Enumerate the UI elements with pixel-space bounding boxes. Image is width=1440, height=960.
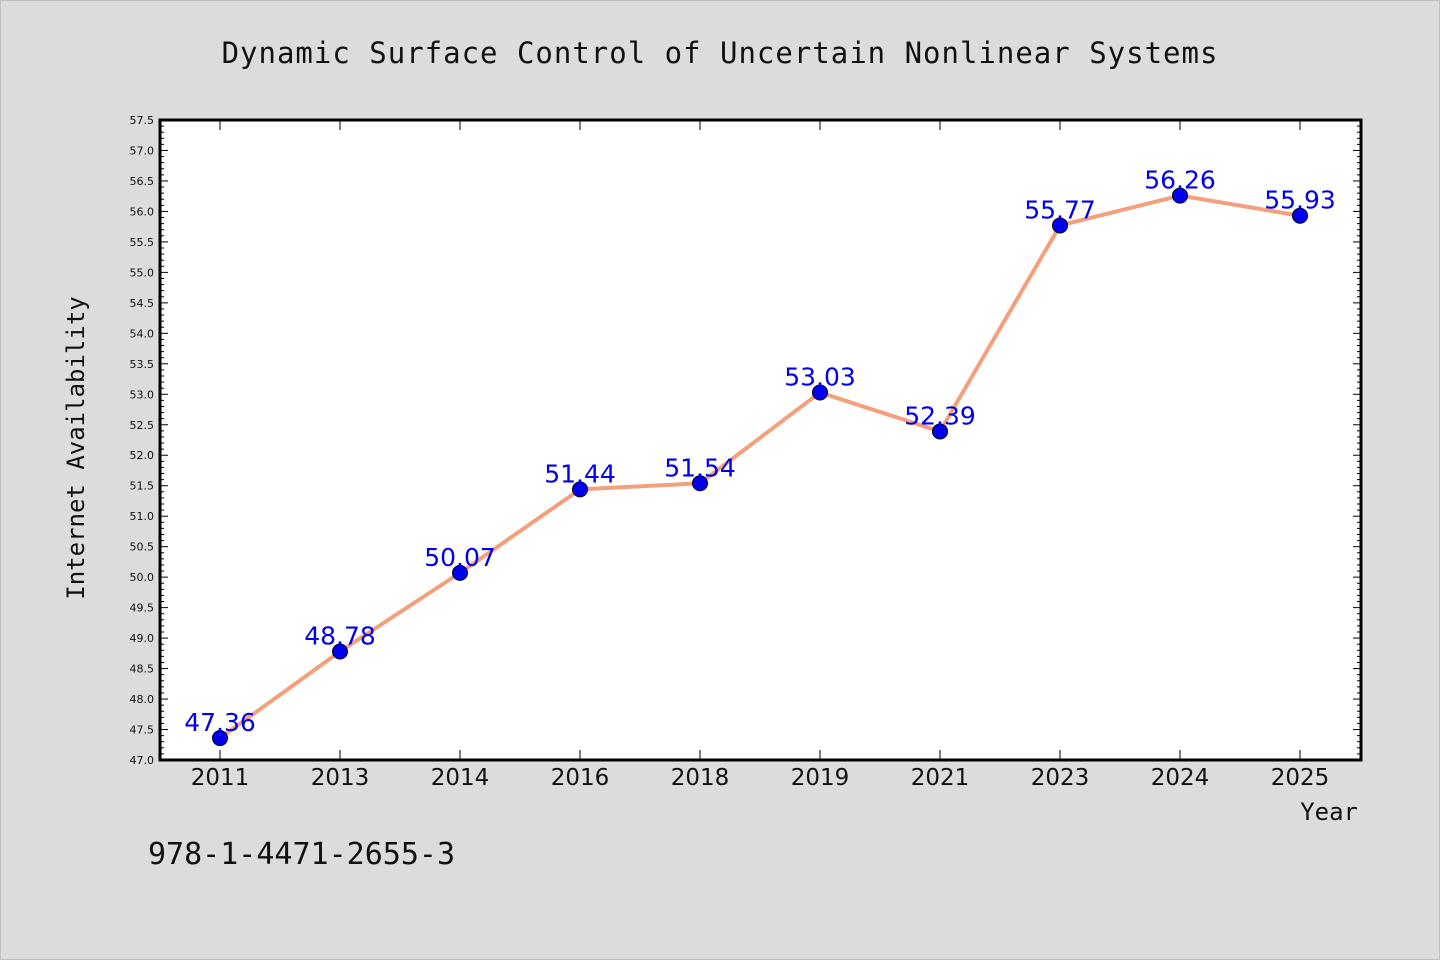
y-tick-label: 56.0 xyxy=(130,205,155,218)
data-label: 52.39 xyxy=(904,401,976,430)
data-point xyxy=(1292,207,1308,224)
data-point xyxy=(692,475,708,492)
y-tick-label: 52.5 xyxy=(130,419,155,432)
y-tick-label: 50.0 xyxy=(130,571,155,584)
series-line xyxy=(218,193,1302,741)
x-tick-label: 2021 xyxy=(911,765,970,791)
y-tick-label: 57.0 xyxy=(130,144,155,157)
y-axis-label: Internet Availability xyxy=(62,296,90,599)
data-point xyxy=(1172,187,1188,204)
y-tick-label: 48.0 xyxy=(130,693,155,706)
y-tick-label: 52.0 xyxy=(130,449,155,462)
y-tick-label: 50.5 xyxy=(130,541,155,554)
y-tick-label: 56.5 xyxy=(130,175,155,188)
data-label: 48.78 xyxy=(304,622,376,651)
x-tick-label: 2019 xyxy=(791,765,850,791)
y-tick-label: 53.5 xyxy=(130,358,155,371)
y-tick-label: 47.0 xyxy=(130,754,155,767)
y-tick-label: 47.5 xyxy=(130,724,155,737)
data-point xyxy=(812,384,828,401)
y-tick-label: 55.5 xyxy=(130,236,155,249)
y-tick-label: 48.5 xyxy=(130,663,155,676)
data-label: 53.03 xyxy=(784,362,856,391)
data-label: 55.77 xyxy=(1024,195,1096,224)
data-point xyxy=(1052,217,1068,234)
data-labels: 47.36 48.78 50.07 51.44 51.54 53.03 52.39 55.77… xyxy=(184,166,1336,737)
y-tick-label: 51.5 xyxy=(130,480,155,493)
data-point xyxy=(332,643,348,660)
data-label: 51.44 xyxy=(544,459,616,488)
x-tick-label: 2025 xyxy=(1271,765,1330,791)
chart-title: Dynamic Surface Control of Uncertain Non… xyxy=(222,36,1219,70)
y-tick-label: 49.5 xyxy=(130,602,155,615)
x-tick-label: 2014 xyxy=(431,765,490,791)
plot-frame xyxy=(158,118,1363,762)
x-tick-label: 2023 xyxy=(1031,765,1090,791)
y-tick-label: 54.0 xyxy=(130,327,155,340)
x-axis-label: Year xyxy=(1300,798,1358,826)
data-point xyxy=(572,481,588,498)
x-tick-label: 2013 xyxy=(311,765,370,791)
data-label: 55.93 xyxy=(1264,186,1336,215)
data-point xyxy=(452,564,468,581)
y-tick-label: 51.0 xyxy=(130,510,155,523)
data-label: 51.54 xyxy=(664,453,736,482)
data-point xyxy=(932,423,948,440)
isbn-text: 978-1-4471-2655-3 xyxy=(148,837,455,872)
data-point xyxy=(212,730,228,747)
series-layer xyxy=(212,187,1308,747)
y-tick-label: 55.0 xyxy=(130,266,155,279)
data-label: 56.26 xyxy=(1144,166,1216,195)
x-tick-label: 2011 xyxy=(191,765,250,791)
y-tick-label: 49.0 xyxy=(130,632,155,645)
y-tick-label: 57.5 xyxy=(130,114,155,127)
y-tick-label: 53.0 xyxy=(130,388,155,401)
y-tick-label: 54.5 xyxy=(130,297,155,310)
data-label: 50.07 xyxy=(424,543,496,572)
data-label: 47.36 xyxy=(184,708,256,737)
x-tick-label: 2024 xyxy=(1151,765,1210,791)
y-axis-ticks: 47.0 47.5 48.0 48.5 49.0 49.5 50.0 50.5 51.0 51.5… xyxy=(130,114,1361,767)
x-axis-ticks: 2011 2013 2014 2016 2018 2019 2021 2023 2024 2025 xyxy=(191,120,1330,791)
x-tick-label: 2018 xyxy=(671,765,730,791)
x-tick-label: 2016 xyxy=(551,765,610,791)
plot-area xyxy=(160,120,1361,760)
